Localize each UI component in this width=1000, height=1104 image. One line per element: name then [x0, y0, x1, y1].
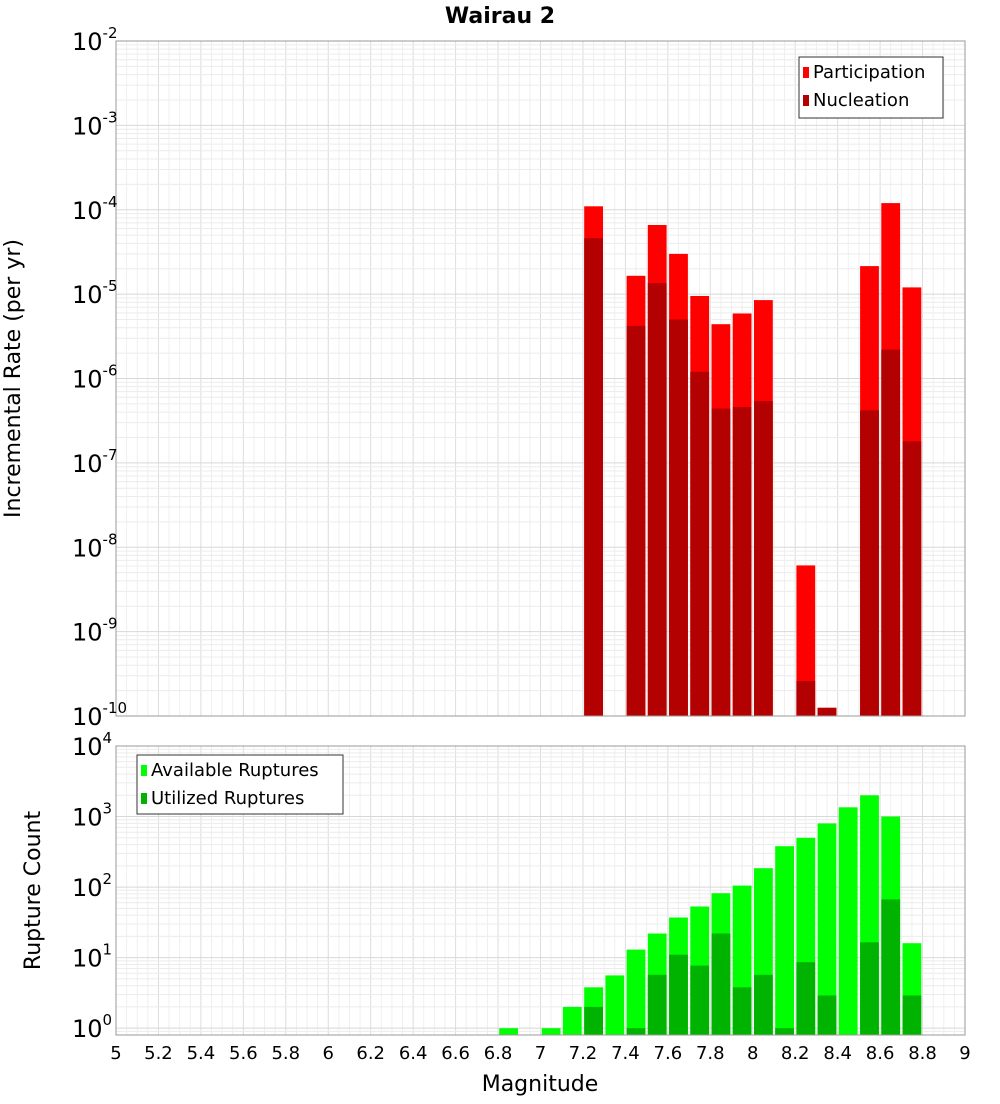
- series-nucleation: [584, 238, 922, 716]
- bar: [796, 962, 816, 1035]
- legend-swatch: [141, 793, 147, 804]
- bar: [817, 823, 837, 1035]
- bar: [796, 565, 816, 716]
- x-tick-label: 8: [747, 1043, 758, 1064]
- y-axis-label: Rupture Count: [21, 811, 46, 971]
- bar: [626, 949, 646, 1035]
- bar: [541, 1028, 561, 1035]
- bar: [711, 408, 731, 716]
- plot-frame: [115, 745, 966, 1036]
- y-tick-label: 100: [72, 1011, 112, 1043]
- bar: [732, 987, 752, 1035]
- bar: [562, 1006, 582, 1035]
- bar: [584, 1006, 603, 1035]
- bar: [838, 807, 858, 1035]
- bar: [775, 1028, 794, 1035]
- legend-label: Participation: [813, 62, 925, 83]
- x-tick-label: 8.8: [908, 1043, 937, 1064]
- series-utilized-ruptures: [584, 899, 922, 1035]
- y-tick-label: 10-3: [72, 108, 118, 140]
- y-tick-label: 10-7: [72, 446, 118, 478]
- y-axis-label: Incremental Rate (per yr): [1, 239, 26, 518]
- x-tick-label: 7.2: [569, 1043, 598, 1064]
- y-tick-label: 10-4: [72, 193, 118, 225]
- bar: [626, 1028, 646, 1035]
- legend-label: Available Ruptures: [151, 760, 319, 781]
- chart-title: Wairau 2: [445, 4, 555, 29]
- x-tick-label: 6.2: [356, 1043, 385, 1064]
- legend-box: [136, 754, 344, 815]
- bar: [626, 325, 646, 716]
- x-tick-label: 8.2: [781, 1043, 810, 1064]
- x-tick-label: 5.8: [271, 1043, 300, 1064]
- bar: [499, 1028, 518, 1035]
- x-axis-label: Magnitude: [482, 1072, 599, 1097]
- x-tick-label: 6.8: [484, 1043, 513, 1064]
- x-tick-label: 5.6: [229, 1043, 258, 1064]
- legend-swatch: [803, 95, 809, 106]
- bar: [817, 995, 837, 1035]
- x-tick-label: 9: [959, 1043, 970, 1064]
- x-tick-label: 8.4: [823, 1043, 852, 1064]
- x-tick-label: 6: [323, 1043, 334, 1064]
- horizontal-gridlines: [116, 44, 965, 717]
- bar: [584, 238, 603, 716]
- bar: [647, 974, 667, 1035]
- bar: [796, 681, 816, 716]
- bar: [669, 954, 688, 1035]
- x-tick-label: 7.4: [611, 1043, 640, 1064]
- legend-label: Utilized Ruptures: [151, 788, 304, 809]
- x-tick-label: 7: [535, 1043, 546, 1064]
- legend-swatch: [141, 765, 147, 776]
- y-tick-label: 102: [72, 870, 112, 902]
- bar: [881, 349, 901, 716]
- bar: [754, 974, 773, 1035]
- x-tick-label: 6.6: [441, 1043, 470, 1064]
- x-tick-label: 7.8: [696, 1043, 725, 1064]
- bar: [732, 407, 752, 716]
- bar: [711, 933, 731, 1035]
- bar: [754, 401, 773, 716]
- y-tick-label: 10-8: [72, 530, 118, 562]
- legend-box: [798, 56, 944, 119]
- y-tick-label: 10-2: [72, 24, 118, 56]
- y-tick-label: 104: [72, 729, 112, 761]
- bar: [669, 319, 688, 716]
- x-tick-label: 5.4: [187, 1043, 216, 1064]
- x-tick-label: 7.6: [654, 1043, 683, 1064]
- legend-swatch: [803, 67, 809, 78]
- bar: [860, 410, 879, 716]
- bar: [775, 846, 794, 1035]
- bar: [605, 975, 625, 1035]
- bar: [817, 707, 837, 716]
- plot-frame: [115, 40, 966, 717]
- y-tick-label: 101: [72, 941, 112, 973]
- bar: [690, 371, 710, 716]
- y-tick-label: 10-6: [72, 362, 118, 394]
- x-tick-label: 6.4: [399, 1043, 428, 1064]
- y-tick-label: 10-5: [72, 277, 118, 309]
- bar: [902, 995, 922, 1035]
- bar: [647, 283, 667, 716]
- x-tick-label: 5.2: [144, 1043, 173, 1064]
- bar: [881, 899, 901, 1035]
- x-tick-label: 5: [110, 1043, 121, 1064]
- legend-label: Nucleation: [813, 90, 909, 111]
- x-tick-label: 8.6: [866, 1043, 895, 1064]
- bar: [902, 441, 922, 716]
- y-tick-label: 103: [72, 800, 112, 832]
- bar: [860, 942, 879, 1035]
- y-tick-label: 10-9: [72, 615, 118, 647]
- bar: [690, 965, 710, 1035]
- y-tick-label: 10-10: [72, 699, 127, 731]
